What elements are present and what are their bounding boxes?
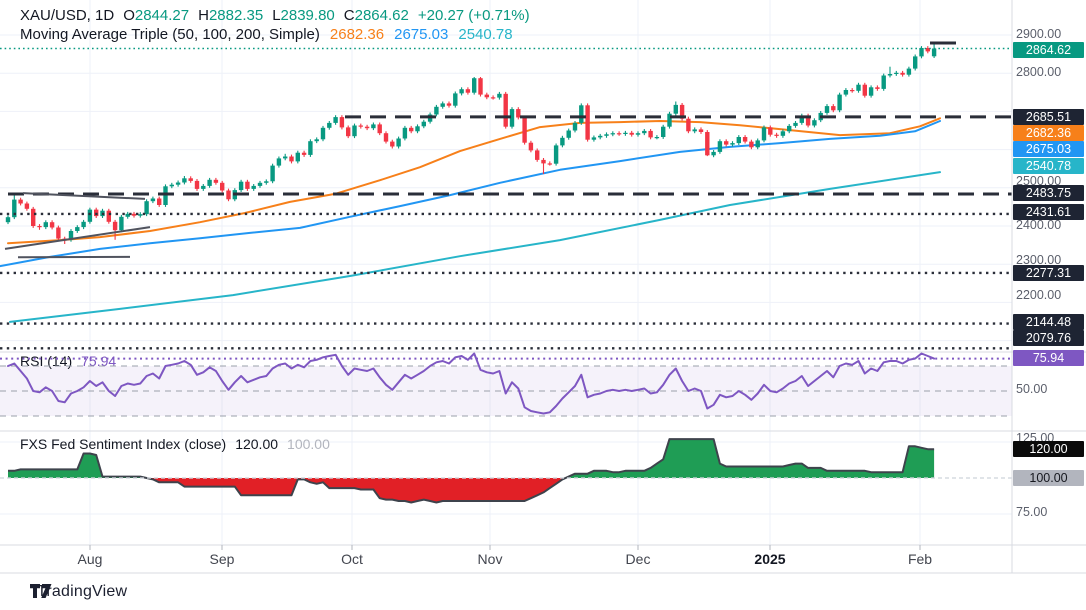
ma200-value: 2540.78	[458, 26, 513, 43]
fxs-value: 120.00	[235, 436, 279, 452]
rsi-label[interactable]: RSI (14)	[20, 353, 73, 369]
legend: XAU/USD, 1D O2844.27 H2882.35 L2839.80 C2864…	[20, 6, 530, 44]
tradingview-watermark[interactable]: TradingView	[30, 583, 127, 601]
time-axis-label-aug: Aug	[77, 551, 103, 567]
open-value: 2844.27	[134, 7, 190, 24]
rsi-pane-header[interactable]: RSI (14) 75.94	[20, 353, 116, 369]
ma100-value: 2675.03	[394, 26, 449, 43]
tradingview-logo-text: TradingView	[37, 583, 128, 600]
ma-indicator-title[interactable]: Moving Average Triple (50, 100, 200, Sim…	[20, 26, 320, 43]
time-axis-label-oct: Oct	[341, 551, 363, 567]
close-value: 2864.62	[354, 7, 409, 24]
high-value: 2882.35	[208, 7, 264, 24]
symbol-title[interactable]: XAU/USD, 1D	[20, 7, 115, 24]
tradingview-logo-icon	[30, 584, 52, 598]
close-label: C	[343, 7, 355, 24]
time-axis-label-sep: Sep	[209, 551, 235, 567]
time-axis-label-2025: 2025	[754, 551, 786, 567]
change-value: +20.27 (+0.71%)	[417, 7, 530, 24]
low-value: 2839.80	[280, 7, 335, 24]
rsi-value: 75.94	[81, 353, 117, 369]
time-axis-label-nov: Nov	[477, 551, 503, 567]
low-label: L	[272, 7, 281, 24]
time-axis-label-dec: Dec	[625, 551, 651, 567]
fxs-baseline-value: 100.00	[287, 436, 330, 452]
high-label: H	[198, 7, 209, 24]
time-axis-label-feb: Feb	[907, 551, 933, 567]
fxs-pane-header[interactable]: FXS Fed Sentiment Index (close) 120.00 100…	[20, 436, 330, 452]
fxs-label[interactable]: FXS Fed Sentiment Index (close)	[20, 436, 227, 452]
open-label: O	[123, 7, 135, 24]
symbol-legend-row[interactable]: XAU/USD, 1D O2844.27 H2882.35 L2839.80 C2864…	[20, 6, 530, 25]
ma-legend-row[interactable]: Moving Average Triple (50, 100, 200, Sim…	[20, 25, 530, 44]
ma50-value: 2682.36	[329, 26, 385, 43]
